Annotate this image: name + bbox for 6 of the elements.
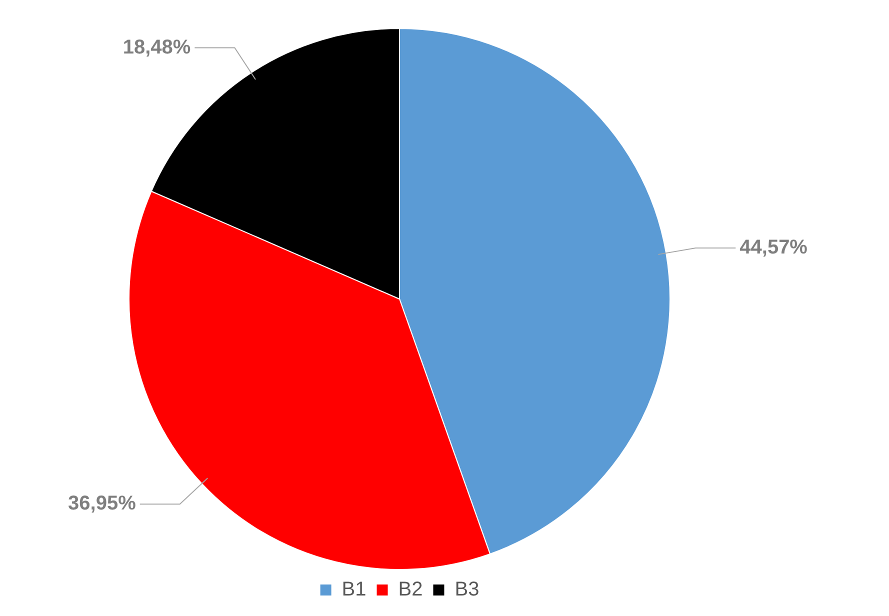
legend-label: B3 [454, 578, 480, 601]
legend-label: B2 [398, 578, 423, 601]
legend-label: B1 [342, 578, 366, 601]
data-label: 44,57% [740, 236, 808, 258]
data-label: 36,95% [68, 492, 136, 515]
data-label: 18,48% [122, 36, 191, 58]
